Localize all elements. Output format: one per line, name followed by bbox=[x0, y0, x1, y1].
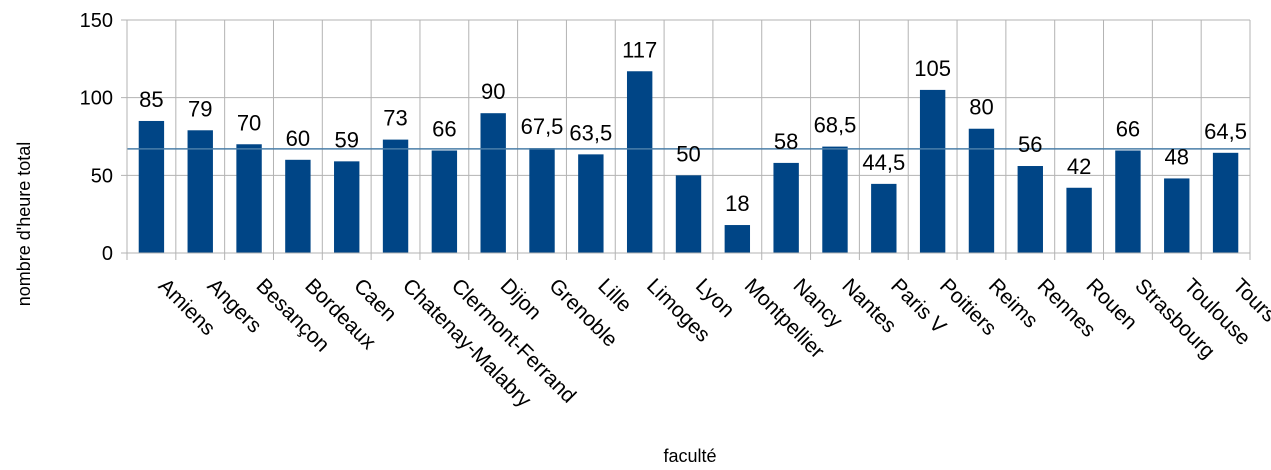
data-label: 80 bbox=[969, 95, 993, 120]
data-label: 59 bbox=[334, 127, 358, 152]
bar bbox=[285, 159, 311, 253]
bar bbox=[919, 89, 946, 254]
x-tick-label: Lille bbox=[593, 274, 636, 317]
data-label: 85 bbox=[139, 87, 163, 112]
data-label: 42 bbox=[1067, 154, 1091, 179]
data-label: 56 bbox=[1018, 132, 1042, 157]
bar bbox=[529, 148, 555, 253]
bar bbox=[773, 162, 799, 253]
bar bbox=[1115, 150, 1141, 253]
x-tick-labels: AmiensAngersBesançonBordeauxCaenChatenay… bbox=[154, 274, 1271, 412]
data-label: 105 bbox=[914, 56, 951, 81]
data-label: 18 bbox=[725, 191, 749, 216]
bar bbox=[578, 154, 604, 253]
bar bbox=[822, 146, 848, 253]
bar bbox=[1066, 187, 1092, 253]
bar bbox=[334, 161, 360, 253]
data-label: 63,5 bbox=[569, 120, 612, 145]
data-label: 50 bbox=[676, 141, 700, 166]
y-tick-label: 100 bbox=[80, 88, 113, 110]
y-tick-label: 150 bbox=[80, 10, 113, 32]
bar bbox=[968, 128, 995, 253]
data-label: 90 bbox=[481, 79, 505, 104]
bar bbox=[626, 71, 653, 253]
bar bbox=[382, 139, 409, 253]
bar bbox=[675, 175, 702, 253]
data-label: 79 bbox=[188, 96, 212, 121]
bars bbox=[138, 71, 1239, 254]
data-label: 66 bbox=[432, 116, 456, 141]
data-label: 68,5 bbox=[814, 113, 857, 138]
data-label: 60 bbox=[286, 126, 310, 151]
bar bbox=[1017, 166, 1043, 253]
data-label: 58 bbox=[774, 129, 798, 154]
bar bbox=[871, 183, 897, 253]
y-tick-labels: 0 50 100 150 bbox=[80, 10, 113, 265]
bar bbox=[1212, 152, 1239, 253]
bar bbox=[138, 120, 165, 253]
bar bbox=[480, 113, 506, 253]
x-tick-label: Nantes bbox=[837, 274, 900, 337]
y-tick-label: 0 bbox=[102, 243, 113, 265]
bar bbox=[724, 225, 751, 253]
bar bbox=[236, 144, 262, 253]
axes bbox=[121, 20, 1250, 254]
data-label: 66 bbox=[1116, 116, 1140, 141]
data-labels: 85 79 70 60 59 73 66 90 67,5 63,5 117 50 18 58 68,544,… bbox=[139, 37, 1247, 216]
y-tick-label: 50 bbox=[91, 165, 113, 187]
data-label: 44,5 bbox=[862, 150, 905, 175]
y-axis-title: nombre d'heure total bbox=[14, 142, 34, 307]
gridlines bbox=[121, 19, 1251, 260]
bar bbox=[187, 130, 213, 253]
data-label: 48 bbox=[1165, 144, 1189, 169]
data-label: 73 bbox=[383, 106, 407, 131]
bar bbox=[1164, 178, 1190, 253]
data-label: 117 bbox=[622, 37, 657, 62]
bar bbox=[431, 150, 458, 253]
data-label: 67,5 bbox=[521, 114, 564, 139]
data-label: 64,5 bbox=[1204, 119, 1247, 144]
data-label: 70 bbox=[237, 110, 261, 135]
x-axis-title: faculté bbox=[663, 446, 716, 466]
